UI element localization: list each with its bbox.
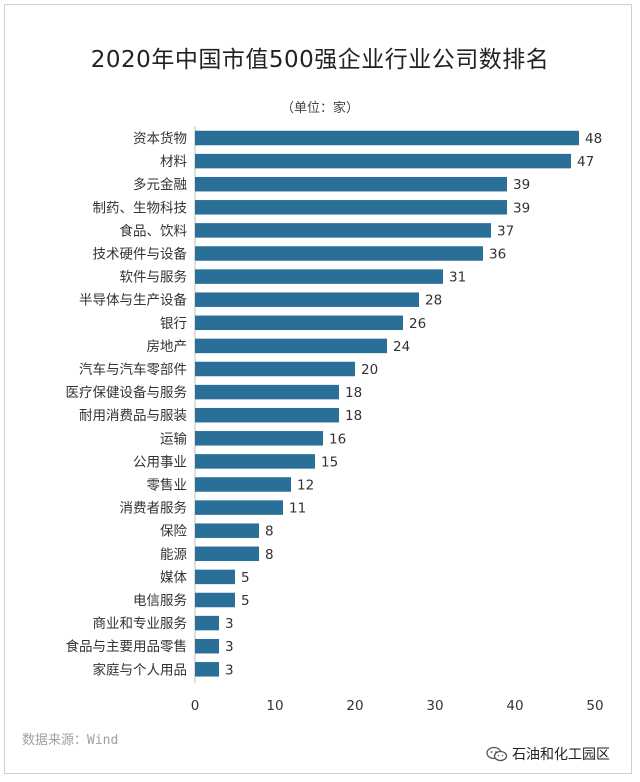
unit-label: （单位：家）	[280, 101, 359, 116]
category-label: 电信服务	[133, 593, 187, 609]
category-label: 零售业	[147, 478, 188, 494]
category-label: 汽车与汽车零部件	[79, 361, 187, 378]
category-label: 保险	[160, 524, 187, 540]
bar	[195, 431, 323, 446]
category-label: 制药、生物科技	[93, 200, 188, 216]
bar	[195, 200, 507, 215]
bar	[195, 338, 387, 354]
bar	[195, 292, 419, 307]
category-label: 多元金融	[133, 176, 187, 193]
data-label: 5	[241, 570, 250, 586]
data-label: 15	[321, 454, 338, 470]
bar	[195, 153, 571, 169]
category-label: 技术硬件与设备	[93, 246, 188, 263]
chart-title: 2020年中国市值500强企业行业公司数排名	[90, 47, 550, 73]
category-label: 家庭与个人用品	[93, 661, 188, 678]
watermark-text: 石油和化工园区	[512, 747, 610, 763]
bar	[195, 361, 355, 377]
bar	[195, 407, 339, 423]
category-label: 食品与主要用品零售	[66, 638, 188, 655]
bar	[195, 477, 291, 492]
bar	[195, 315, 403, 331]
category-label: 软件与服务	[120, 270, 188, 286]
bar	[195, 615, 219, 631]
bar	[195, 546, 259, 562]
x-tick-label: 30	[426, 698, 443, 714]
x-tick-label: 0	[191, 698, 200, 714]
bar	[195, 592, 235, 608]
data-label: 8	[265, 524, 274, 540]
bar	[195, 662, 219, 677]
category-label: 银行	[160, 316, 187, 332]
data-label: 18	[345, 408, 362, 424]
category-label: 资本货物	[133, 130, 187, 147]
bar	[195, 500, 283, 515]
data-label: 39	[513, 200, 530, 216]
bar	[195, 384, 339, 400]
x-tick-label: 10	[266, 698, 283, 714]
wechat-icon	[486, 746, 508, 762]
data-label: 8	[265, 547, 274, 563]
data-label: 28	[425, 293, 442, 309]
data-label: 20	[361, 362, 378, 378]
bar	[195, 523, 259, 538]
data-label: 11	[289, 501, 306, 517]
x-tick-label: 20	[346, 698, 363, 714]
data-label: 12	[297, 478, 314, 494]
category-label: 商业和专业服务	[93, 616, 188, 632]
data-label: 18	[345, 385, 362, 401]
category-label: 房地产	[147, 339, 188, 355]
data-label: 16	[329, 431, 346, 447]
data-label: 37	[497, 223, 514, 239]
bar	[195, 269, 443, 284]
category-label: 运输	[160, 431, 187, 447]
category-label: 消费者服务	[120, 501, 188, 517]
data-label: 3	[225, 662, 234, 678]
category-label: 食品、饮料	[120, 222, 188, 239]
bar	[195, 246, 483, 261]
data-label: 47	[577, 154, 594, 170]
x-tick-label: 40	[506, 698, 523, 714]
data-source: 数据来源：Wind	[22, 733, 119, 748]
category-label: 耐用消费品与服装	[79, 408, 187, 424]
category-label: 公用事业	[133, 454, 187, 470]
bar	[195, 454, 315, 469]
category-label: 媒体	[160, 570, 187, 586]
bar	[195, 223, 491, 238]
category-label: 医疗保健设备与服务	[66, 384, 188, 401]
bar	[195, 638, 219, 654]
category-label: 材料	[160, 154, 187, 170]
data-label: 26	[409, 316, 426, 332]
data-label: 31	[449, 270, 466, 286]
watermark: 石油和化工园区	[486, 744, 610, 764]
data-label: 24	[393, 339, 410, 355]
bar	[195, 569, 235, 585]
data-label: 36	[489, 247, 506, 263]
data-label: 3	[225, 616, 234, 632]
data-label: 3	[225, 639, 234, 655]
data-label: 5	[241, 593, 250, 609]
data-label: 48	[585, 131, 602, 147]
bar	[195, 130, 579, 146]
bar	[195, 176, 507, 192]
category-label: 能源	[160, 547, 187, 563]
x-tick-label: 50	[586, 698, 603, 714]
data-label: 39	[513, 177, 530, 193]
category-label: 半导体与生产设备	[79, 292, 187, 309]
